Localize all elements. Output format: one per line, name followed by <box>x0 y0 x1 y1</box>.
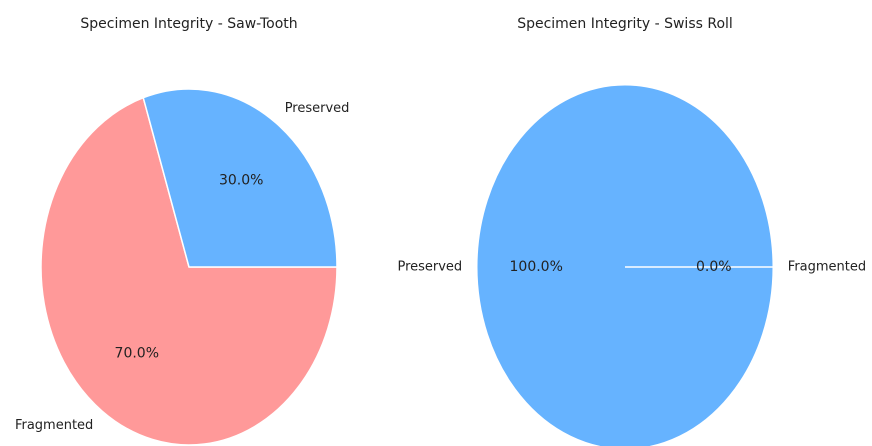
slice-percent-fragmented: 0.0% <box>696 259 732 275</box>
slice-label-preserved: Preserved <box>285 101 350 116</box>
slice-percent-preserved: 100.0% <box>510 259 563 275</box>
pie-chart-saw-tooth: Specimen Integrity - Saw-Tooth Preserved… <box>15 16 350 446</box>
pie-slice-fragmented <box>40 96 338 446</box>
slice-label-preserved: Preserved <box>397 260 462 275</box>
slice-label-fragmented: Fragmented <box>788 260 866 275</box>
slice-label-fragmented: Fragmented <box>15 418 93 433</box>
pie-chart-swiss-roll: Specimen Integrity - Swiss Roll Preserve… <box>397 16 866 446</box>
chart-title-saw-tooth: Specimen Integrity - Saw-Tooth <box>80 16 297 32</box>
slice-percent-preserved: 30.0% <box>219 173 263 189</box>
pie-slice-preserved <box>142 88 338 268</box>
slice-percent-fragmented: 70.0% <box>115 345 159 361</box>
chart-title-swiss-roll: Specimen Integrity - Swiss Roll <box>517 16 733 32</box>
